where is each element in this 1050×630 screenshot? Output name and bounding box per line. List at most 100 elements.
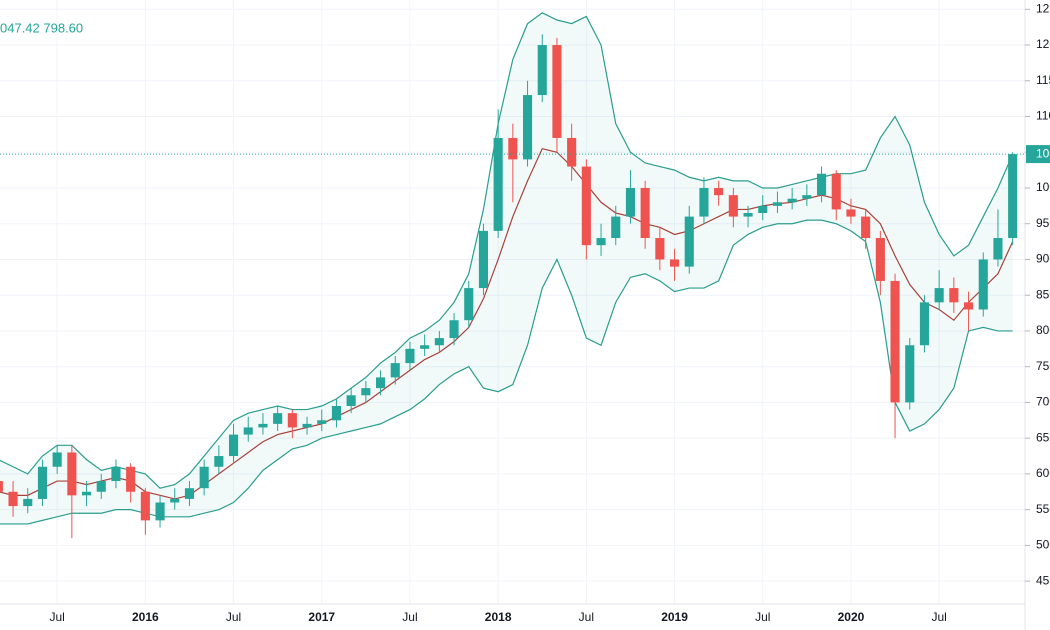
candle-body bbox=[434, 338, 444, 346]
candle-body bbox=[96, 481, 106, 492]
candle-body bbox=[831, 173, 841, 210]
x-tick-label: 2019 bbox=[661, 610, 688, 624]
axes: 4505005506006507007508008509009501000105… bbox=[49, 1, 1050, 624]
candle-body bbox=[861, 216, 871, 239]
candle-body bbox=[537, 45, 547, 96]
candle-body bbox=[802, 195, 812, 199]
last-price-label: 1047.42 bbox=[1036, 146, 1050, 160]
candle-body bbox=[214, 456, 224, 467]
y-tick-label: 700 bbox=[1036, 395, 1050, 409]
candle-body bbox=[52, 452, 62, 467]
candle-body bbox=[669, 259, 680, 267]
candle-body bbox=[640, 187, 650, 239]
candle-body bbox=[405, 348, 415, 364]
y-tick-label: 750 bbox=[1036, 359, 1050, 373]
x-tick-label: Jul bbox=[931, 610, 946, 624]
band-lower bbox=[0, 219, 1013, 525]
band-upper bbox=[0, 12, 1014, 489]
candle-body bbox=[375, 377, 386, 389]
candle-body bbox=[625, 187, 636, 217]
candle-body bbox=[816, 173, 827, 196]
candle-body bbox=[758, 205, 768, 214]
legend-values: 047.42 798.60 bbox=[0, 20, 83, 35]
candle-body bbox=[111, 466, 121, 482]
candle-body bbox=[67, 452, 77, 496]
candle-body bbox=[890, 280, 900, 403]
candle-body bbox=[199, 466, 209, 489]
y-tick-label: 1000 bbox=[1036, 180, 1050, 194]
candle-body bbox=[905, 345, 915, 403]
x-tick-label: Jul bbox=[755, 610, 770, 624]
candle-body bbox=[23, 498, 33, 507]
y-tick-label: 1250 bbox=[1036, 1, 1050, 15]
candle-body bbox=[787, 198, 797, 203]
plot-area bbox=[0, 12, 1025, 539]
candle-body bbox=[508, 137, 518, 160]
candle-body bbox=[522, 95, 533, 160]
candle-body bbox=[228, 434, 239, 457]
y-tick-label: 950 bbox=[1036, 216, 1050, 230]
candle-body bbox=[714, 187, 724, 196]
candle-body bbox=[37, 466, 48, 499]
candle-body bbox=[273, 413, 283, 424]
candle-body bbox=[743, 213, 753, 217]
y-tick-label: 900 bbox=[1036, 252, 1050, 266]
candle-body bbox=[478, 230, 489, 289]
x-tick-label: Jul bbox=[402, 610, 417, 624]
candle-body bbox=[684, 216, 694, 267]
candle-body bbox=[846, 209, 856, 217]
y-tick-label: 450 bbox=[1036, 573, 1050, 587]
candle-body bbox=[449, 320, 459, 339]
candle-body bbox=[611, 216, 621, 239]
y-tick-label: 500 bbox=[1036, 538, 1050, 552]
last-price-box bbox=[1026, 145, 1050, 164]
candle-body bbox=[464, 288, 474, 321]
x-tick-label: 2017 bbox=[308, 610, 335, 624]
x-tick-label: Jul bbox=[579, 610, 594, 624]
x-tick-label: 2016 bbox=[132, 610, 159, 624]
candle-body bbox=[258, 423, 268, 428]
candle-body bbox=[699, 187, 709, 217]
candle-body bbox=[567, 137, 577, 167]
candle-body bbox=[978, 259, 988, 310]
candle-body bbox=[728, 195, 738, 217]
band-middle bbox=[0, 147, 1014, 500]
y-tick-label: 800 bbox=[1036, 323, 1050, 337]
x-tick-label: Jul bbox=[49, 610, 64, 624]
candle-body bbox=[126, 466, 136, 492]
candle-body bbox=[8, 491, 18, 507]
candle-body bbox=[552, 45, 562, 138]
candle-body bbox=[596, 238, 606, 246]
x-tick-label: Jul bbox=[226, 610, 241, 624]
candle-body bbox=[772, 202, 783, 206]
candle-body bbox=[493, 137, 503, 231]
candle-body bbox=[243, 427, 253, 435]
band-fill bbox=[0, 12, 1013, 524]
candle-body bbox=[655, 238, 665, 260]
y-tick-label: 600 bbox=[1036, 466, 1050, 480]
candle-body bbox=[390, 363, 400, 378]
candle-body bbox=[317, 420, 327, 424]
x-tick-label: 2020 bbox=[838, 610, 865, 624]
candle-body bbox=[170, 498, 180, 503]
y-tick-label: 1150 bbox=[1036, 73, 1050, 87]
candle-body bbox=[934, 288, 944, 303]
candle-body bbox=[81, 491, 92, 496]
x-tick-label: 2018 bbox=[485, 610, 512, 624]
y-tick-label: 1100 bbox=[1036, 109, 1050, 123]
candle-body bbox=[420, 345, 430, 349]
candle-body bbox=[155, 502, 165, 521]
candle-body bbox=[1008, 154, 1018, 239]
candle-body bbox=[949, 288, 959, 303]
candle-body bbox=[963, 302, 974, 310]
y-tick-label: 1200 bbox=[1036, 37, 1050, 51]
candle-body bbox=[331, 406, 342, 421]
y-tick-label: 650 bbox=[1036, 430, 1050, 444]
candle-body bbox=[287, 413, 297, 428]
y-tick-label: 850 bbox=[1036, 287, 1050, 301]
candle-body bbox=[184, 488, 195, 499]
y-tick-label: 550 bbox=[1036, 502, 1050, 516]
candle-body bbox=[875, 238, 885, 281]
candle-body bbox=[993, 238, 1003, 260]
